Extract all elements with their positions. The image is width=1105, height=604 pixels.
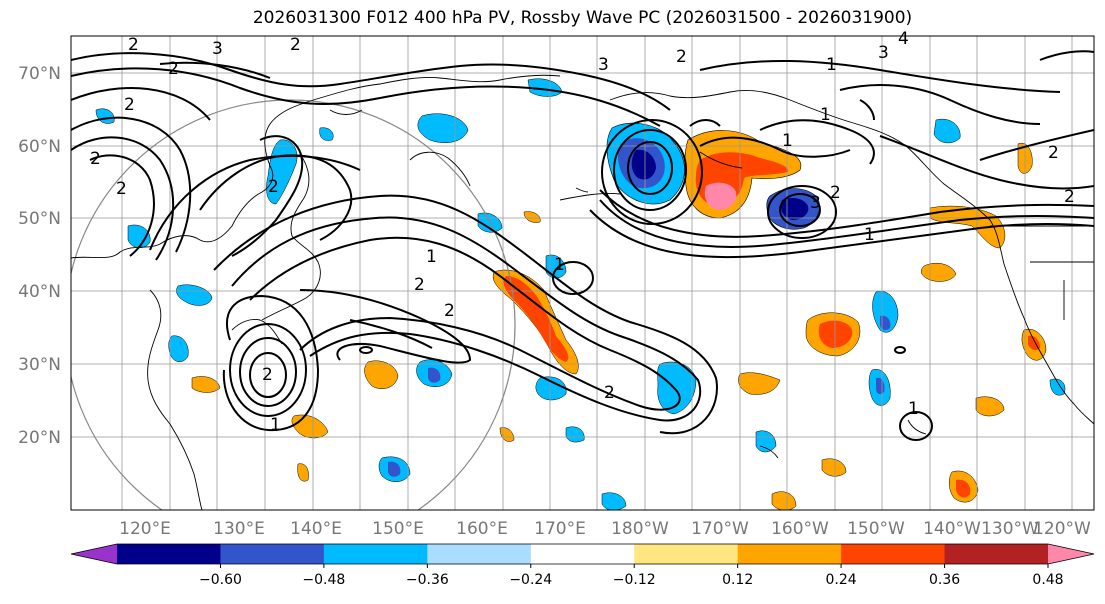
contour-labels: 2 3 2 2 2 2 2 2 1 2 2 2 1 1 1 1 2 2 1 2 … (90, 29, 1075, 435)
lon-label: 120°W (1033, 519, 1091, 539)
colorbar-cell (634, 544, 739, 564)
lon-label: 180°W (611, 519, 669, 539)
lon-label: 130°W (981, 519, 1039, 539)
contour-label: 2 (414, 275, 425, 295)
graticule (71, 36, 1094, 510)
contour-label: 1 (554, 255, 565, 275)
colorbar-cell (841, 544, 946, 564)
colorbar-tick-label: 0.36 (929, 572, 960, 588)
contour-label: 1 (820, 105, 831, 125)
contour-label: 2 (1048, 143, 1059, 163)
contour-label: 2 (90, 149, 101, 169)
colorbar-tick-label: 0.48 (1032, 572, 1063, 588)
colorbar-cell (323, 544, 428, 564)
colorbar-tick-label: −0.60 (199, 572, 242, 588)
lat-label: 60°N (18, 137, 61, 157)
colorbar-tick-label: −0.12 (613, 572, 656, 588)
lat-label: 30°N (18, 355, 61, 375)
contour-label: 2 (116, 179, 127, 199)
contour-label: 2 (168, 59, 179, 79)
contour-label: 1 (426, 247, 437, 267)
contour-label: 3 (810, 193, 821, 213)
pv-contours (71, 50, 1094, 441)
latitude-labels: 70°N 60°N 50°N 40°N 30°N 20°N (18, 64, 61, 448)
contour-label: 2 (444, 301, 455, 321)
lat-label: 50°N (18, 209, 61, 229)
shaded-anomalies (95, 78, 1066, 510)
contour-label: 1 (782, 131, 793, 151)
contour-label: 1 (864, 225, 875, 245)
colorbar-cell (530, 544, 635, 564)
contour-label: 4 (898, 29, 909, 49)
lon-label: 120°E (119, 519, 171, 539)
contour-label: 3 (878, 43, 889, 63)
contour-label: 2 (128, 35, 139, 55)
lon-label: 130°E (213, 519, 265, 539)
lon-label: 160°W (771, 519, 829, 539)
contour-label: 2 (268, 177, 279, 197)
lon-label: 170°E (534, 519, 586, 539)
contour-label: 1 (270, 415, 281, 435)
colorbar-right-arrow (1048, 544, 1094, 564)
map-title: 2026031300 F012 400 hPa PV, Rossby Wave … (252, 8, 913, 28)
contour-label: 2 (262, 365, 273, 385)
longitude-labels: 120°E 130°E 140°E 150°E 160°E 170°E 180°… (119, 519, 1091, 539)
coastlines (71, 74, 1094, 510)
contour-label: 2 (124, 95, 135, 115)
lon-label: 160°E (456, 519, 508, 539)
contour-label: 2 (830, 183, 841, 203)
lon-label: 140°E (290, 519, 342, 539)
lat-label: 40°N (18, 282, 61, 302)
contour-label: 2 (604, 383, 615, 403)
colorbar-tick-label: 0.12 (722, 572, 753, 588)
lon-label: 140°W (923, 519, 981, 539)
lon-label: 150°W (847, 519, 905, 539)
colorbar-cell (220, 544, 325, 564)
colorbar-cell (427, 544, 532, 564)
colorbar-cell (737, 544, 842, 564)
colorbar-cell (944, 544, 1049, 564)
colorbar-tick-label: −0.48 (302, 572, 345, 588)
reference-circle (71, 99, 516, 510)
lat-label: 70°N (18, 64, 61, 84)
lon-label: 150°E (372, 519, 424, 539)
contour-label: 3 (598, 55, 609, 75)
colorbar: −0.60 −0.48 −0.36 −0.24 −0.12 0.12 0.24 0.36 0.4… (70, 543, 1095, 588)
map-frame (70, 35, 1095, 511)
colorbar-cell (117, 544, 221, 564)
contour-label: 3 (212, 39, 223, 59)
contour-label: 2 (676, 47, 687, 67)
contour-label: 1 (826, 55, 837, 75)
lat-label: 20°N (18, 428, 61, 448)
colorbar-tick-label: 0.24 (826, 572, 857, 588)
contour-label: 1 (908, 399, 919, 419)
lon-label: 170°W (691, 519, 749, 539)
contour-label: 2 (1064, 187, 1075, 207)
colorbar-tick-label: −0.24 (509, 572, 552, 588)
colorbar-tick-label: −0.36 (406, 572, 449, 588)
contour-label: 2 (290, 35, 301, 55)
colorbar-left-arrow (71, 544, 117, 564)
